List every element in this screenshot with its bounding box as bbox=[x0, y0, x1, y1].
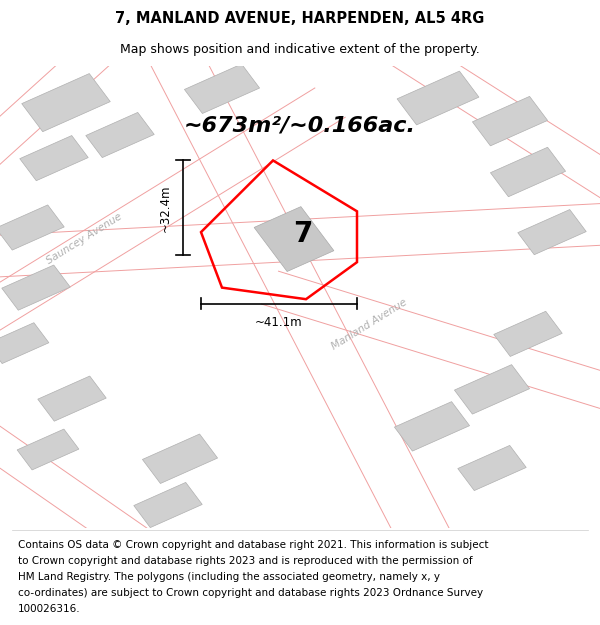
Polygon shape bbox=[454, 364, 530, 414]
Polygon shape bbox=[17, 429, 79, 470]
Polygon shape bbox=[472, 96, 548, 146]
Polygon shape bbox=[458, 446, 526, 491]
Polygon shape bbox=[38, 376, 106, 421]
Polygon shape bbox=[0, 415, 164, 563]
Polygon shape bbox=[494, 311, 562, 356]
Polygon shape bbox=[20, 136, 88, 181]
Text: ~32.4m: ~32.4m bbox=[158, 184, 172, 232]
Polygon shape bbox=[0, 202, 600, 278]
Polygon shape bbox=[394, 402, 470, 451]
Polygon shape bbox=[2, 265, 70, 310]
Text: Map shows position and indicative extent of the property.: Map shows position and indicative extent… bbox=[120, 42, 480, 56]
Polygon shape bbox=[0, 32, 124, 178]
Text: Manland Avenue: Manland Avenue bbox=[329, 298, 409, 352]
Polygon shape bbox=[0, 88, 345, 339]
Text: Contains OS data © Crown copyright and database right 2021. This information is : Contains OS data © Crown copyright and d… bbox=[18, 540, 488, 550]
Polygon shape bbox=[490, 148, 566, 197]
Polygon shape bbox=[518, 209, 586, 255]
Text: 100026316.: 100026316. bbox=[18, 604, 80, 614]
Polygon shape bbox=[254, 207, 334, 271]
Polygon shape bbox=[22, 74, 110, 132]
Polygon shape bbox=[143, 35, 457, 559]
Polygon shape bbox=[397, 71, 479, 125]
Polygon shape bbox=[134, 482, 202, 528]
Text: to Crown copyright and database rights 2023 and is reproduced with the permissio: to Crown copyright and database rights 2… bbox=[18, 556, 473, 566]
Polygon shape bbox=[86, 112, 154, 158]
Polygon shape bbox=[262, 271, 600, 415]
Text: ~673m²/~0.166ac.: ~673m²/~0.166ac. bbox=[184, 116, 416, 136]
Polygon shape bbox=[184, 64, 260, 114]
Text: Sauncey Avenue: Sauncey Avenue bbox=[44, 212, 124, 266]
Text: 7: 7 bbox=[293, 221, 313, 248]
Polygon shape bbox=[376, 29, 600, 208]
Text: HM Land Registry. The polygons (including the associated geometry, namely x, y: HM Land Registry. The polygons (includin… bbox=[18, 572, 440, 582]
Polygon shape bbox=[142, 434, 218, 484]
Polygon shape bbox=[0, 205, 64, 250]
Polygon shape bbox=[0, 322, 49, 364]
Text: co-ordinates) are subject to Crown copyright and database rights 2023 Ordnance S: co-ordinates) are subject to Crown copyr… bbox=[18, 588, 483, 598]
Text: 7, MANLAND AVENUE, HARPENDEN, AL5 4RG: 7, MANLAND AVENUE, HARPENDEN, AL5 4RG bbox=[115, 11, 485, 26]
Text: ~41.1m: ~41.1m bbox=[255, 316, 303, 329]
